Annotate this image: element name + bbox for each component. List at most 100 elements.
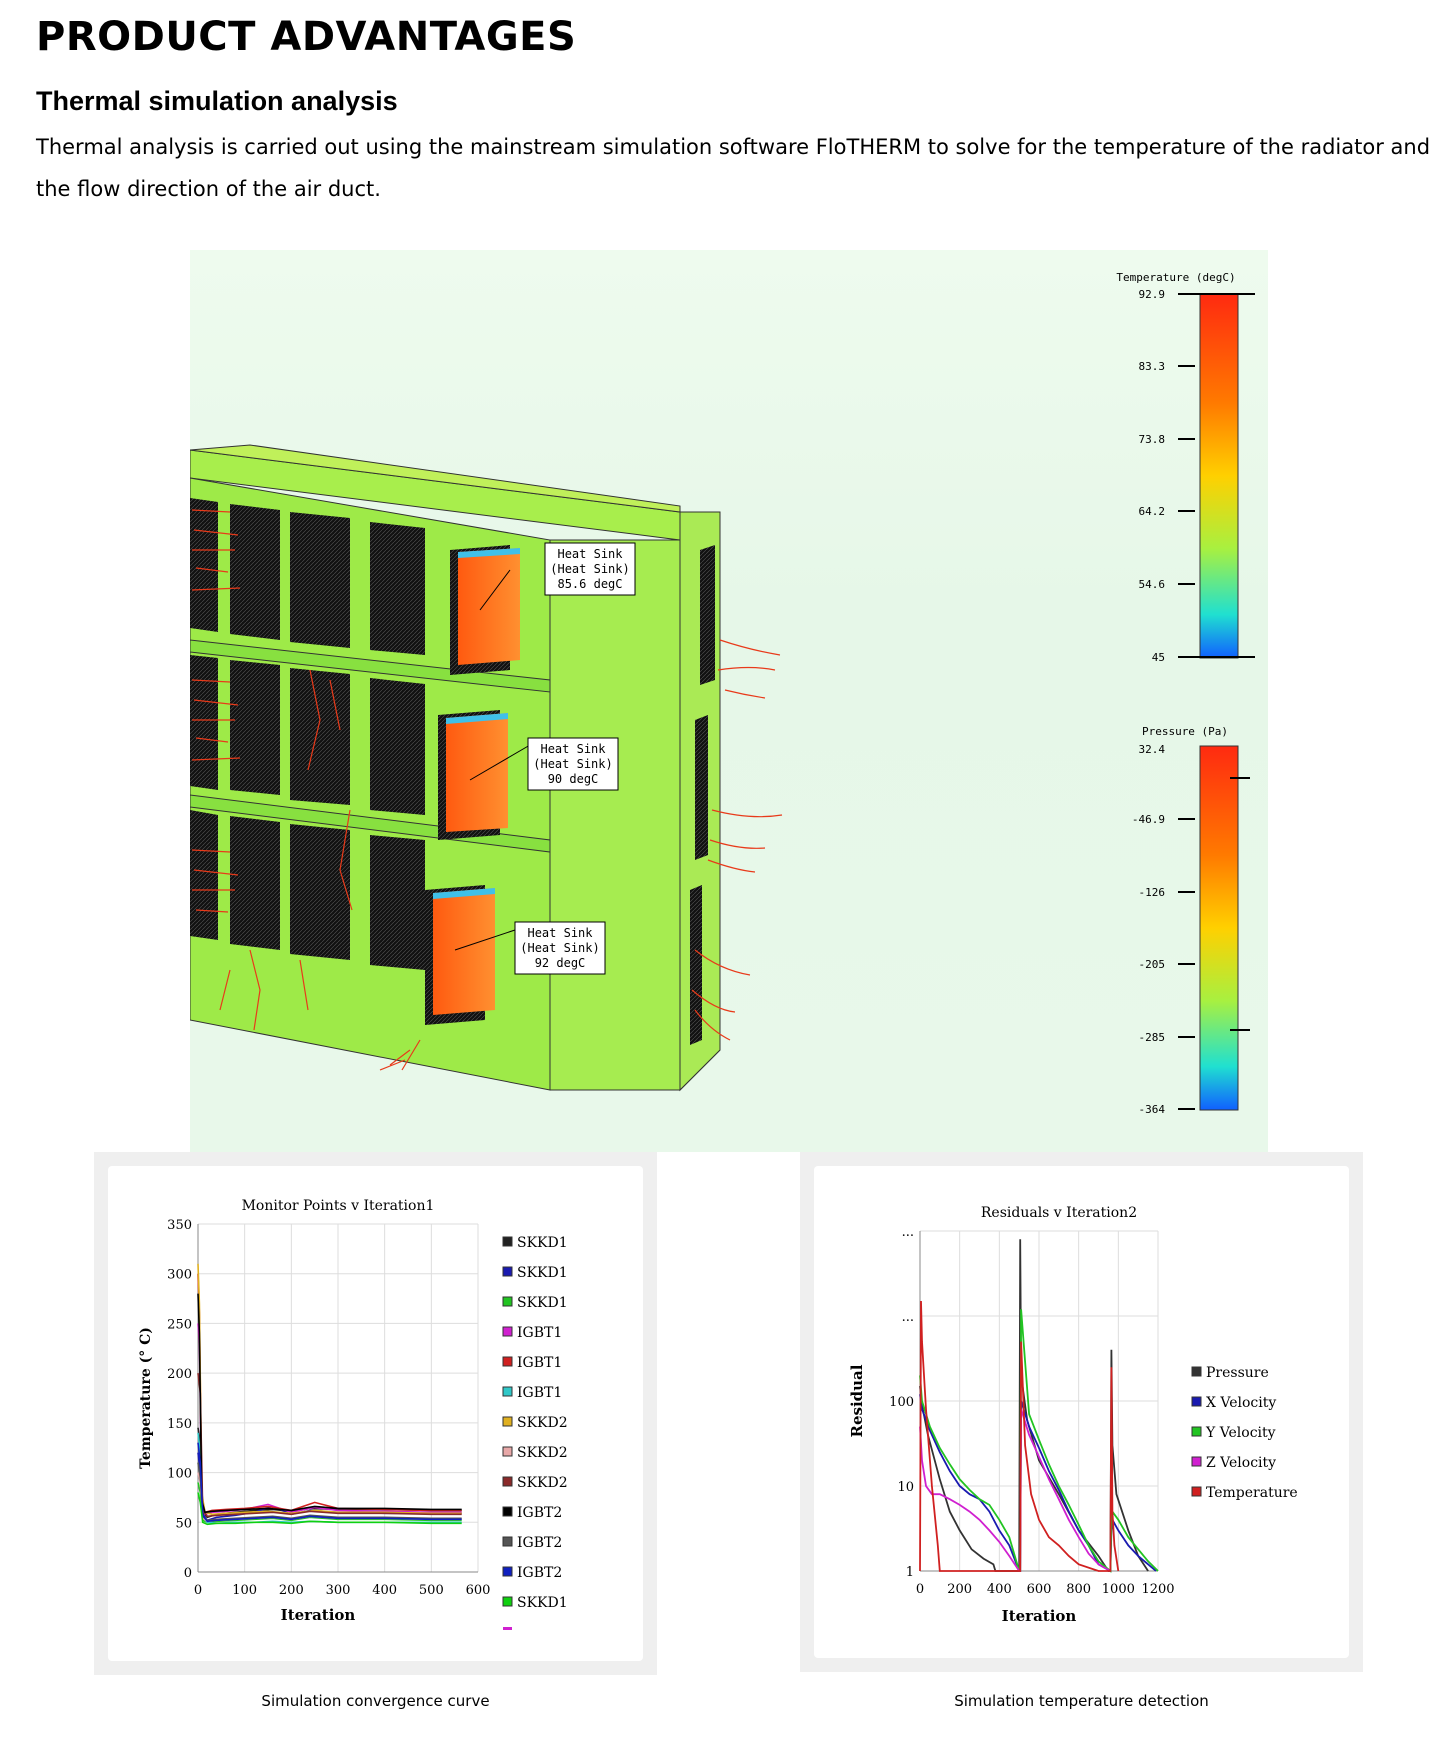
legend-swatch (502, 1296, 513, 1307)
legend-label: SKKD2 (517, 1475, 568, 1491)
temp-tick: 73.8 (1139, 433, 1166, 446)
series-line (919, 1300, 1120, 1572)
series-line (197, 1442, 462, 1523)
legend-swatch (1191, 1366, 1202, 1377)
heatsink-label-3: Heat Sink (Heat Sink) 92 degC (454, 921, 606, 975)
pressure-tick: -205 (1139, 958, 1166, 971)
series-line (197, 1293, 462, 1514)
legend-label: IGBT2 (517, 1505, 562, 1521)
page-title: PRODUCT ADVANTAGES (36, 14, 577, 60)
legend-label: SKKD2 (517, 1415, 568, 1431)
temp-tick: 64.2 (1139, 505, 1166, 518)
intro-paragraph: Thermal analysis is carried out using th… (36, 135, 1431, 201)
y-tick-label: ... (902, 1310, 914, 1325)
x-tick-label: 1200 (1141, 1582, 1174, 1597)
pressure-scale-title: Pressure (Pa) (1142, 725, 1228, 738)
chart-title: Residuals v Iteration2 (981, 1205, 1137, 1221)
x-tick-label: 100 (232, 1583, 257, 1598)
chart-title: Monitor Points v Iteration1 (242, 1198, 435, 1214)
legend-label: SKKD1 (517, 1265, 568, 1281)
legend-swatch (502, 1266, 513, 1277)
legend-swatch (1191, 1426, 1202, 1437)
x-tick-label: 200 (279, 1583, 304, 1598)
heatsink-blocks (190, 498, 715, 1045)
pressure-tick: -285 (1139, 1031, 1166, 1044)
label-1-line2: (Heat Sink) (550, 562, 629, 576)
legend-swatch (502, 1476, 513, 1487)
legend-swatch-partial (503, 1627, 512, 1630)
section-title: Thermal simulation analysis (36, 86, 398, 116)
y-tick-label: 0 (184, 1566, 192, 1581)
thermal-simulation-image: Heat Sink (Heat Sink) 85.6 degC Heat Sin… (189, 250, 1268, 1152)
series-line (197, 1263, 462, 1516)
x-tick-label: 0 (916, 1582, 924, 1597)
legend-swatch (502, 1236, 513, 1247)
label-1-line3: 85.6 degC (557, 577, 622, 591)
legend-swatch (502, 1326, 513, 1337)
temperature-scale: Temperature (degC) 92.9 83.3 73.8 64.2 5… (1116, 271, 1255, 664)
pressure-scale: Pressure (Pa) 32.4 -46.9 -126 -205 -285 … (1132, 725, 1250, 1116)
legend-swatch (1191, 1486, 1202, 1497)
series-line (197, 1273, 462, 1514)
legend-label: IGBT2 (517, 1565, 562, 1581)
legend-swatch (502, 1356, 513, 1367)
x-tick-label: 200 (947, 1582, 972, 1597)
airflow-streaks (191, 509, 783, 1071)
legend-swatch (502, 1536, 513, 1547)
legend-label: SKKD2 (517, 1445, 568, 1461)
y-tick-label: 350 (167, 1218, 192, 1233)
x-tick-label: 300 (326, 1583, 351, 1598)
series-line (197, 1482, 462, 1524)
residuals-chart-card: Residuals v Iteration2 1 10 100...... 0 200 40… (800, 1152, 1363, 1672)
x-axis-label: Iteration (281, 1606, 356, 1624)
x-tick-label: 800 (1066, 1582, 1091, 1597)
heatsink-label-2: Heat Sink (Heat Sink) 90 degC (469, 737, 619, 791)
label-3-line1: Heat Sink (527, 926, 593, 940)
pressure-tick: -364 (1139, 1103, 1166, 1116)
pressure-tick: 32.4 (1139, 743, 1166, 756)
label-3-line3: 92 degC (535, 956, 586, 970)
x-tick-label: 600 (466, 1583, 491, 1598)
y-tick-label: 1 (906, 1565, 914, 1580)
series-line (919, 1394, 1157, 1573)
legend-label: Pressure (1206, 1365, 1269, 1381)
legend-swatch (502, 1386, 513, 1397)
y-axis-label: Temperature (° C) (138, 1327, 154, 1469)
label-3-line2: (Heat Sink) (520, 941, 599, 955)
x-tick-label: 400 (987, 1582, 1012, 1597)
legend-swatch (502, 1506, 513, 1517)
label-1-line1: Heat Sink (557, 547, 623, 561)
legend-label: Y Velocity (1205, 1425, 1276, 1441)
label-2-line1: Heat Sink (540, 742, 606, 756)
y-tick-label: 50 (175, 1516, 192, 1531)
right-caption: Simulation temperature detection (954, 1692, 1209, 1710)
x-tick-label: 600 (1027, 1582, 1052, 1597)
monitor-points-chart: Monitor Points v Iteration1 0 50 100 150 200 2… (138, 1198, 568, 1630)
legend-label: IGBT2 (517, 1535, 562, 1551)
series-line (919, 1309, 1159, 1573)
x-tick-label: 500 (419, 1583, 444, 1598)
y-tick-label: 100 (889, 1395, 914, 1410)
x-axis-label: Iteration (1002, 1607, 1077, 1625)
legend-label: SKKD1 (517, 1595, 568, 1611)
legend-label: Z Velocity (1206, 1455, 1276, 1471)
legend-swatch (1191, 1456, 1202, 1467)
y-tick-label: 250 (167, 1317, 192, 1332)
x-tick-label: 1000 (1102, 1582, 1135, 1597)
legend-swatch (502, 1566, 513, 1577)
series-line (919, 1408, 1111, 1572)
legend-label: SKKD1 (517, 1235, 568, 1251)
y-tick-label: 150 (167, 1417, 192, 1432)
legend-swatch (502, 1416, 513, 1427)
residuals-chart: Residuals v Iteration2 1 10 100...... 0 200 40… (848, 1205, 1298, 1625)
label-2-line2: (Heat Sink) (533, 757, 612, 771)
temp-tick: 45 (1152, 651, 1165, 664)
series-line (197, 1492, 462, 1526)
legend-label: X Velocity (1206, 1395, 1276, 1411)
legend-swatch (502, 1596, 513, 1607)
y-tick-label: 100 (167, 1467, 192, 1482)
heatsink-label-1: Heat Sink (Heat Sink) 85.6 degC (479, 542, 636, 611)
simulation-render: Heat Sink (Heat Sink) 85.6 degC Heat Sin… (189, 271, 1255, 1116)
legend-label: IGBT1 (517, 1385, 562, 1401)
series-line (197, 1323, 462, 1516)
